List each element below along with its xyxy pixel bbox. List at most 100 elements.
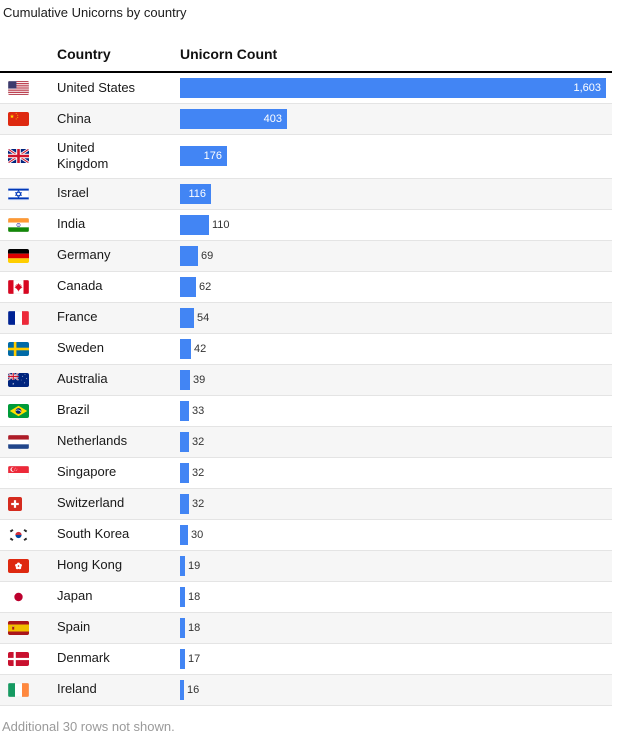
table-row: Denmark 17 [0,643,612,675]
unicorn-count-bar: 176 [180,146,227,167]
unicorn-count-value: 32 [192,435,205,448]
unicorn-count-cell: 16 [180,679,612,700]
unicorn-count-bar: 403 [180,109,287,129]
unicorn-count-bar [180,276,196,297]
country-name: United States [57,79,136,95]
unicorn-count-value: 17 [188,652,201,665]
country-name: Singapore [57,464,117,480]
unicorn-count-value: 18 [188,621,201,634]
unicorn-count-bar [180,214,209,235]
unicorn-count-cell: 17 [180,648,612,669]
country-name: South Korea [57,526,130,542]
table-row: Australia 39 [0,364,612,396]
unicorn-count-bar [180,648,185,669]
unicorn-count-bar [180,369,190,390]
flag-icon-es [8,620,57,635]
unicorn-count-value: 403 [263,113,282,125]
unicorn-count-value: 32 [192,466,205,479]
table-row: United Kingdom 176 [0,135,612,179]
column-header-unicorn-count: Unicorn Count [180,46,278,62]
flag-icon-cn [8,112,57,126]
country-name: United Kingdom [57,140,109,172]
unicorn-count-bar [180,679,184,700]
flag-icon-ie [8,682,57,697]
unicorn-count-value: 54 [197,311,210,324]
unicorn-count-value: 42 [194,342,207,355]
flag-icon-kr [8,527,57,542]
unicorn-count-value: 110 [212,218,230,231]
table-row: Spain 18 [0,612,612,644]
unicorn-count-cell: 176 [180,146,612,167]
unicorn-count-cell: 69 [180,245,612,266]
table-row: Japan 18 [0,581,612,613]
country-name: Japan [57,588,93,604]
flag-icon-us [8,81,57,95]
country-name: Ireland [57,681,97,697]
unicorn-count-bar [180,555,185,576]
country-name: Switzerland [57,495,125,511]
unicorn-count-bar [180,307,194,328]
unicorn-count-cell: 33 [180,400,612,421]
flag-icon-ch [8,496,57,511]
unicorn-count-bar [180,617,185,638]
table-row: France 54 [0,302,612,334]
unicorn-count-bar [180,245,198,266]
unicorn-count-bar [180,338,191,359]
unicorn-count-cell: 62 [180,276,612,297]
country-name: China [57,110,91,126]
unicorn-count-value: 69 [201,249,214,262]
table-row: South Korea 30 [0,519,612,551]
table-row: United States 1,603 [0,73,612,104]
table-row: Ireland 16 [0,674,612,706]
country-name: Spain [57,619,91,635]
unicorn-count-bar: 1,603 [180,78,606,98]
table-header-row: Country Unicorn Count [0,46,612,73]
country-name: Israel [57,185,89,201]
unicorn-count-value: 1,603 [573,82,601,94]
country-name: India [57,216,86,232]
unicorn-count-cell: 39 [180,369,612,390]
flag-icon-nl [8,434,57,449]
flag-icon-in [8,217,57,232]
unicorn-count-value: 19 [188,559,201,572]
unicorn-count-cell: 116 [180,183,612,204]
flag-icon-il [8,186,57,201]
unicorn-count-bar [180,493,189,514]
table-row: Germany 69 [0,240,612,272]
unicorn-count-cell: 32 [180,431,612,452]
unicorn-count-value: 176 [203,150,222,163]
unicorn-count-bar [180,462,189,483]
table-row: Hong Kong 19 [0,550,612,582]
footer-note: Additional 30 rows not shown. [2,718,175,734]
unicorn-count-value: 116 [188,187,206,200]
unicorn-count-cell: 403 [180,109,612,129]
table-row: India 110 [0,209,612,241]
table-row: China 403 [0,104,612,135]
unicorn-count-cell: 32 [180,462,612,483]
unicorn-count-bar: 116 [180,183,211,204]
unicorn-count-cell: 1,603 [180,78,612,98]
unicorn-count-cell: 54 [180,307,612,328]
unicorn-count-bar [180,400,189,421]
country-name: Sweden [57,340,104,356]
unicorn-count-cell: 18 [180,617,612,638]
unicorn-count-cell: 18 [180,586,612,607]
table-row: Switzerland 32 [0,488,612,520]
country-name: Denmark [57,650,110,666]
unicorn-count-value: 18 [188,590,201,603]
unicorn-count-cell: 32 [180,493,612,514]
country-name: Hong Kong [57,557,123,573]
unicorn-count-cell: 19 [180,555,612,576]
flag-icon-jp [8,589,57,604]
country-name: Canada [57,278,103,294]
table-row: Israel 116 [0,178,612,210]
table-row: Brazil 33 [0,395,612,427]
table-row: Canada 62 [0,271,612,303]
flag-icon-gb [8,149,57,164]
unicorn-count-bar [180,524,188,545]
flag-icon-dk [8,651,57,666]
table-body: United States 1,603 China 403 United Kingdom… [0,73,623,706]
unicorn-count-value: 30 [191,528,204,541]
country-name: Australia [57,371,108,387]
